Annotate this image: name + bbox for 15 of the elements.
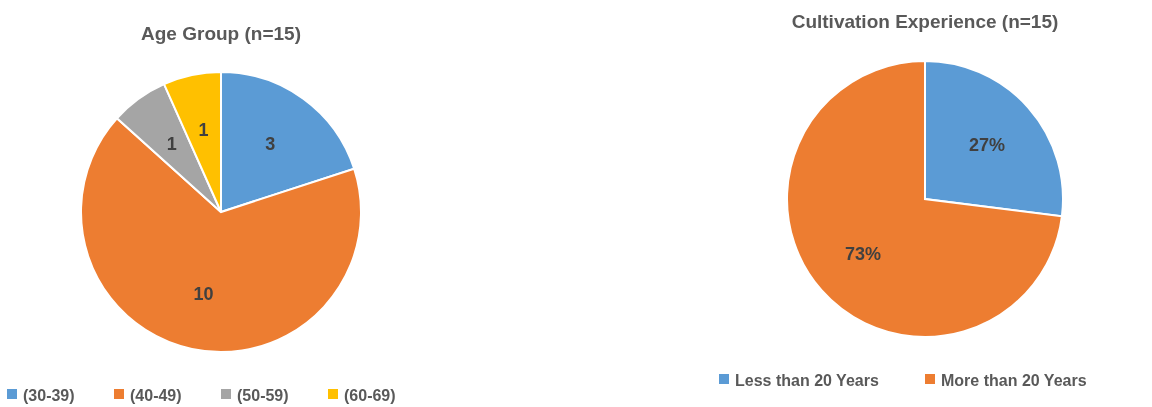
data-label: 3 <box>265 134 276 155</box>
chart-title: Age Group (n=15) <box>141 23 301 44</box>
data-label: 1 <box>166 134 177 155</box>
legend-label: (30-39) <box>23 386 75 404</box>
data-label: 27% <box>969 134 1006 155</box>
pie-slice <box>786 60 1063 338</box>
data-label: 1 <box>198 120 209 141</box>
data-label: 73% <box>844 244 881 265</box>
chart-title: Cultivation Experience (n=15) <box>791 11 1059 32</box>
data-label: 10 <box>193 284 214 305</box>
legend-label: (60-69) <box>344 386 396 404</box>
legend-label: More than 20 Years <box>941 371 1087 389</box>
legend-label: (40-49) <box>130 386 182 404</box>
legend-label: Less than 20 Years <box>735 371 879 389</box>
legend-label: (50-59) <box>237 386 289 404</box>
